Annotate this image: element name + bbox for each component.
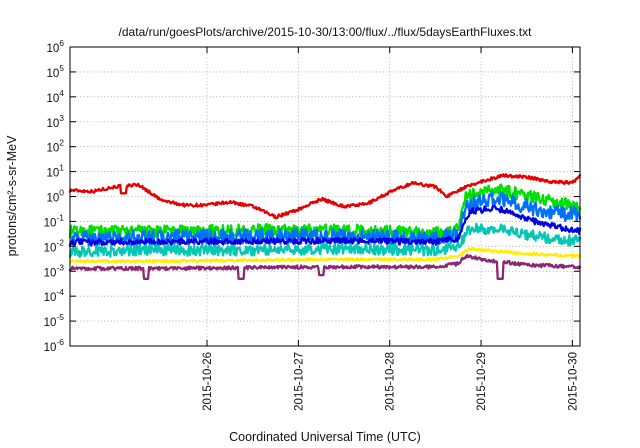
x-tick-label: 2015-10-28	[385, 352, 397, 411]
y-tick-label: 10-6	[44, 337, 65, 354]
series-group	[68, 173, 582, 280]
y-tick-label: 10-2	[44, 237, 65, 254]
y-tick-label: 10-3	[44, 262, 65, 279]
x-tick-labels: 2015-10-26 2015-10-27 2015-10-28 2015-10-29…	[202, 352, 579, 411]
y-axis-label: protons/cm²-s-sr-MeV	[5, 135, 19, 257]
series-line	[68, 173, 582, 220]
x-tick-label: 2015-10-26	[202, 352, 214, 411]
y-tick-label: 105	[46, 63, 64, 80]
y-tick-label: 10-4	[44, 287, 65, 304]
y-tick-label: 101	[46, 163, 64, 180]
y-tick-label: 10-1	[44, 212, 65, 229]
series-line	[68, 246, 582, 264]
series-line	[68, 204, 582, 247]
axis-ticks	[70, 46, 580, 347]
series-line	[68, 183, 582, 240]
series-line	[68, 253, 582, 280]
x-tick-label: 2015-10-29	[476, 352, 488, 411]
series-line	[68, 190, 582, 248]
y-tick-label: 102	[46, 138, 64, 155]
x-tick-label: 2015-10-27	[293, 352, 305, 411]
chart-title: /data/run/goesPlots/archive/2015-10-30/1…	[119, 25, 533, 39]
y-tick-label: 10-5	[44, 312, 65, 329]
y-tick-label: 106	[46, 38, 64, 55]
series-line	[68, 222, 582, 259]
y-tick-label: 103	[46, 113, 64, 130]
x-tick-label: 2015-10-30	[567, 352, 579, 411]
x-axis-label: Coordinated Universal Time (UTC)	[229, 430, 421, 444]
y-tick-labels: 10-6 10-5 10-4 10-3 10-2 10-1 100 101 102 103 104 1…	[44, 38, 65, 354]
y-tick-label: 104	[46, 88, 64, 105]
y-tick-label: 100	[46, 188, 64, 205]
